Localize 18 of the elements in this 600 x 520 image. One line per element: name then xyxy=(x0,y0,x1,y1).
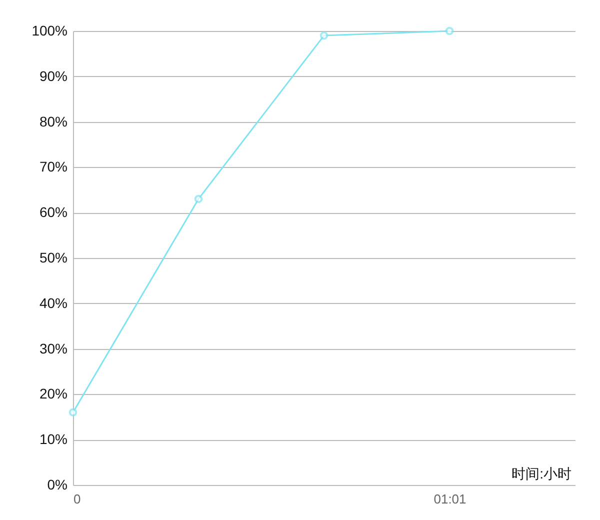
point xyxy=(194,194,203,204)
y-tick-label: 0% xyxy=(47,476,68,492)
y-tick-label: 30% xyxy=(39,340,68,356)
y-tick-label: 90% xyxy=(39,68,68,84)
point xyxy=(320,31,328,40)
y-tick-label: 20% xyxy=(39,386,68,402)
y-tick-label: 40% xyxy=(39,294,68,311)
point xyxy=(68,408,78,417)
y-tick-label: 60% xyxy=(39,204,68,220)
x-axis-title: 时间:小时 xyxy=(512,466,572,482)
x-tick-label: 01:01 xyxy=(434,492,466,506)
x-tick-label: 0 xyxy=(74,492,81,506)
y-tick-label: 50% xyxy=(39,250,68,266)
y-tick-label: 100% xyxy=(32,22,68,38)
y-tick-label: 80% xyxy=(39,113,68,130)
point xyxy=(445,26,454,36)
y-tick-label: 70% xyxy=(39,158,68,175)
y-tick-label: 10% xyxy=(39,431,68,448)
